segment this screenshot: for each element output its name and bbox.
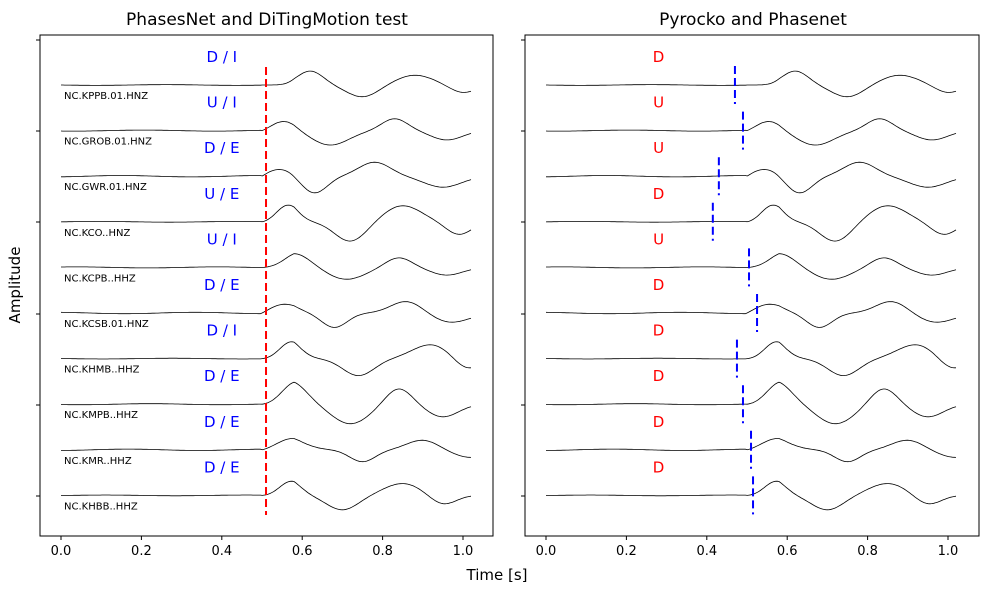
polarity-label: D / I (207, 48, 238, 66)
polarity-label: D (653, 48, 665, 66)
x-tick-label: 0.4 (696, 544, 717, 559)
x-tick-label: 0.0 (51, 544, 72, 559)
right-axes-frame (524, 34, 980, 537)
station-label: NC.KHBB..HHZ (64, 501, 138, 512)
station-label: NC.KCO..HNZ (64, 228, 130, 239)
polarity-label: U (653, 230, 664, 248)
waveform-trace (546, 70, 957, 98)
x-tick-label: 0.8 (372, 544, 393, 559)
waveform-trace (545, 204, 957, 242)
polarity-label: U / I (207, 94, 237, 112)
polarity-label: D (653, 322, 665, 340)
left-panel-title: PhasesNet and DiTingMotion test (126, 10, 408, 30)
left-axes-frame (39, 34, 494, 537)
y-axis-label: Amplitude (6, 247, 24, 324)
x-tick-label: 0.6 (292, 544, 313, 559)
polarity-label: D (653, 276, 665, 294)
waveform-trace (545, 301, 957, 328)
polarity-label: U (653, 94, 664, 112)
station-label: NC.KCPB..HHZ (64, 273, 136, 284)
station-label: NC.KCSB.01.HNZ (64, 319, 149, 330)
waveform-trace (61, 253, 472, 280)
waveform-trace (546, 253, 957, 280)
station-label: NC.KPPB.01.HNZ (64, 91, 148, 102)
polarity-label: D / I (207, 322, 238, 340)
right-panel: Pyrocko and Phasenet D U U D U D D D D D 0.0 0.2 0.… (521, 10, 980, 559)
waveform-trace (60, 204, 472, 242)
x-tick-label: 1.0 (453, 544, 474, 559)
x-tick-label: 0.0 (536, 544, 557, 559)
x-tick-label: 0.2 (131, 544, 152, 559)
x-axis-label: Time [s] (466, 566, 528, 584)
station-label: NC.GROB.01.HNZ (64, 137, 152, 148)
polarity-label: D / E (204, 139, 240, 157)
polarity-label: D / E (204, 276, 240, 294)
x-tick-label: 0.2 (616, 544, 637, 559)
station-label: NC.GWR.01.HNZ (64, 182, 147, 193)
waveform-trace (546, 161, 957, 194)
station-label: NC.KMPB..HHZ (64, 410, 138, 421)
waveform-trace (546, 480, 957, 511)
left-panel: PhasesNet and DiTingMotion test D / I NC.… (36, 10, 494, 559)
polarity-label: D (653, 458, 665, 476)
x-tick-label: 0.6 (777, 544, 798, 559)
polarity-label: D / E (204, 458, 240, 476)
waveform-trace (61, 438, 472, 463)
station-label: NC.KMR..HHZ (64, 456, 132, 467)
x-tick-label: 0.4 (211, 544, 232, 559)
x-tick-label: 0.8 (857, 544, 878, 559)
polarity-label: U / I (207, 230, 237, 248)
waveform-trace (545, 118, 957, 146)
polarity-label: D / E (204, 413, 240, 431)
polarity-label: D (653, 185, 665, 203)
polarity-label: D (653, 413, 665, 431)
station-label: NC.KHMB..HHZ (64, 365, 140, 376)
x-tick-label: 1.0 (938, 544, 959, 559)
polarity-label: D / E (204, 367, 240, 385)
polarity-label: U (653, 139, 664, 157)
waveform-trace (545, 381, 957, 425)
polarity-label: D (653, 367, 665, 385)
polarity-label: U / E (204, 185, 239, 203)
waveform-trace (61, 161, 472, 194)
waveform-trace (546, 341, 956, 376)
right-panel-title: Pyrocko and Phasenet (659, 10, 847, 30)
